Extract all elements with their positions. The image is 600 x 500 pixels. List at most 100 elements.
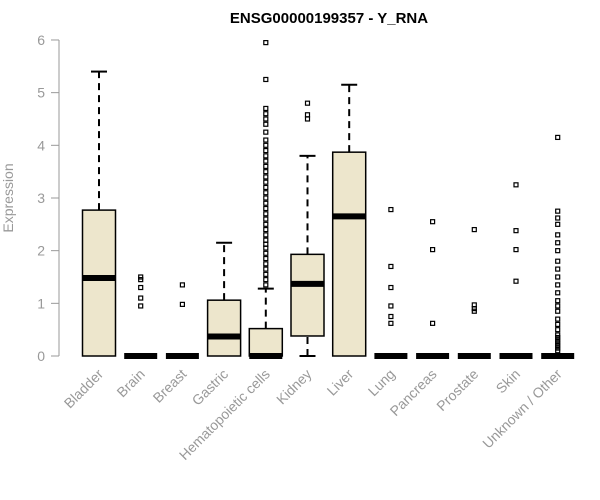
outlier-point [138, 303, 144, 309]
outlier-point [513, 182, 519, 188]
outlier-point [388, 303, 394, 309]
x-tick-label: Breast [150, 366, 190, 406]
x-tick-label: Bladder [61, 366, 107, 412]
outlier-point [555, 134, 561, 141]
outlier-point [263, 153, 269, 159]
outlier-point [555, 258, 561, 264]
box-group [81, 70, 117, 357]
outlier-point [555, 208, 561, 214]
x-tick-label: Lung [365, 366, 398, 399]
outlier-point [263, 121, 269, 127]
outlier-point [513, 278, 519, 284]
box-iqr [206, 299, 242, 357]
outlier-point [304, 112, 311, 118]
outlier-point [263, 163, 269, 169]
outlier-point [555, 282, 561, 288]
box-group [541, 134, 575, 359]
outlier-point [471, 308, 477, 314]
y-tick-label: 4 [37, 137, 45, 153]
outlier-point [263, 116, 269, 122]
outlier-point [263, 200, 269, 206]
outlier-point [263, 216, 269, 222]
outlier-point [555, 340, 561, 346]
outlier-point [263, 237, 269, 243]
outlier-point [179, 282, 185, 288]
outlier-point [179, 301, 185, 307]
outlier-point [388, 313, 394, 320]
box-group [374, 206, 408, 359]
y-tick-label: 3 [37, 190, 45, 206]
outlier-point [555, 327, 561, 333]
outlier-point [555, 298, 561, 304]
box-group [248, 40, 284, 359]
box-iqr [81, 209, 117, 357]
outlier-point [263, 40, 269, 46]
outlier-point [471, 226, 477, 233]
outlier-point [555, 221, 561, 227]
x-tick-label: Skin [493, 366, 524, 397]
outlier-point [263, 105, 269, 112]
y-tick-label: 5 [37, 85, 45, 101]
outlier-point [263, 158, 269, 164]
outlier-point [263, 174, 269, 180]
outlier-point [263, 195, 269, 201]
box-iqr [331, 151, 367, 357]
outlier-point [388, 320, 394, 326]
outlier-point [555, 290, 561, 296]
outlier-point [430, 219, 436, 225]
outlier-point [263, 129, 269, 135]
x-tick-label: Prostate [433, 366, 481, 414]
outlier-point [430, 320, 436, 326]
outlier-point [555, 274, 561, 280]
outlier-point [388, 206, 394, 213]
outlier-point [555, 248, 561, 254]
outlier-point [555, 303, 561, 309]
outlier-point [138, 295, 144, 301]
y-axis: 0 1 2 3 4 5 6 [37, 32, 60, 364]
x-tick-label: Brain [113, 366, 147, 400]
outlier-point [263, 169, 269, 175]
outlier-point [263, 184, 269, 191]
y-tick-label: 0 [37, 348, 45, 364]
outlier-point [263, 205, 269, 212]
box-group [331, 83, 367, 357]
box-group [499, 182, 533, 359]
outlier-point [263, 147, 269, 154]
outlier-point [263, 226, 269, 233]
box-group [457, 226, 491, 359]
outlier-point [471, 302, 477, 308]
box-group [165, 282, 199, 359]
outlier-point [555, 345, 561, 351]
x-tick-label: Liver [324, 366, 357, 399]
outlier-point [263, 137, 269, 143]
outlier-point [555, 266, 561, 272]
outlier-point [555, 308, 561, 314]
outlier-point [555, 334, 561, 341]
y-tick-label: 1 [37, 295, 45, 311]
outlier-point [555, 232, 561, 238]
box-series [81, 40, 575, 359]
outlier-point [555, 215, 561, 221]
outlier-point [263, 221, 269, 227]
outlier-point [263, 277, 269, 283]
outlier-point [263, 142, 269, 148]
box-group [124, 274, 158, 359]
outlier-point [304, 100, 311, 106]
outlier-point [138, 284, 144, 291]
x-tick-label: Unknown / Other [479, 366, 565, 452]
chart-title: ENSG00000199357 - Y_RNA [230, 10, 428, 27]
outlier-point [263, 211, 269, 217]
outlier-point [263, 111, 269, 117]
x-tick-label: Kidney [273, 366, 315, 408]
outlier-point [555, 332, 561, 338]
box-group [416, 219, 450, 359]
outlier-point [513, 228, 519, 234]
box-group [206, 241, 242, 357]
outlier-point [555, 316, 561, 322]
outlier-point [388, 263, 394, 270]
outlier-point [304, 116, 311, 122]
outlier-point [555, 321, 561, 327]
outlier-point [263, 232, 269, 238]
